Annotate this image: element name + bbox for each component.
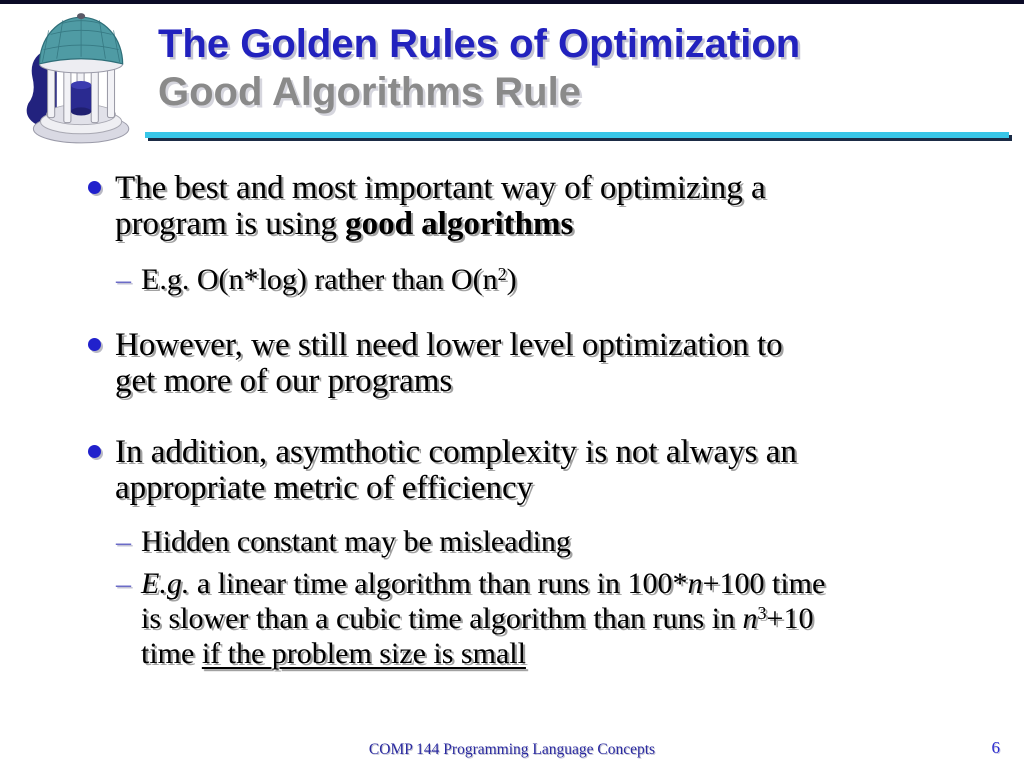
bullet-item: In addition, asymthotic complexity is no…	[88, 434, 797, 506]
bullet-icon	[88, 445, 101, 458]
dash-icon: –	[116, 567, 131, 600]
top-border-bar	[0, 0, 1024, 4]
dash-icon: –	[116, 525, 131, 558]
bullet-text-line: The best and most important way of optim…	[115, 170, 766, 206]
bullet-text-line: In addition, asymthotic complexity is no…	[115, 434, 797, 470]
logo-columns	[47, 66, 116, 124]
bullet-item: The best and most important way of optim…	[88, 170, 766, 242]
sub-bullet-text-line: is slower than a cubic time algorithm th…	[141, 602, 814, 635]
bullet-icon	[88, 338, 101, 351]
dash-icon: –	[116, 263, 131, 296]
bullet-text-line: appropriate metric of efficiency	[115, 470, 534, 506]
logo-well	[70, 85, 92, 112]
bullet-text-line: However, we still need lower level optim…	[115, 327, 783, 363]
bullet-icon	[88, 181, 101, 194]
logo-finial	[77, 13, 86, 20]
sub-bullet-text-line: E.g. O(n*log) rather than O(n2)	[141, 263, 517, 296]
slide-footer: COMP 144 Programming Language Concepts F…	[0, 702, 1024, 768]
slide-title: The Golden Rules of Optimization	[158, 22, 801, 66]
bullet-text-line: program is using good algorithms	[115, 206, 574, 242]
bullet-text-line: get more of our programs	[115, 363, 453, 399]
header-accent-rule	[145, 132, 1009, 138]
bullet-item: However, we still need lower level optim…	[88, 327, 783, 399]
sub-bullet-text-line: E.g. a linear time algorithm than runs i…	[141, 567, 826, 600]
slide-subtitle: Good Algorithms Rule	[158, 70, 581, 114]
page-number: 6	[991, 738, 1001, 757]
sub-bullet-text-line: time if the problem size is small	[141, 637, 526, 670]
logo-dome-grid	[42, 17, 121, 62]
sub-bullet-item: – E.g. a linear time algorithm than runs…	[116, 566, 825, 671]
footer-course: COMP 144 Programming Language Concepts	[368, 741, 656, 758]
unc-old-well-logo	[26, 13, 130, 144]
sub-bullet-item: – Hidden constant may be misleading	[116, 524, 571, 559]
sub-bullet-text-line: Hidden constant may be misleading	[141, 525, 571, 558]
sub-bullet-item: – E.g. O(n*log) rather than O(n2)	[116, 262, 517, 297]
